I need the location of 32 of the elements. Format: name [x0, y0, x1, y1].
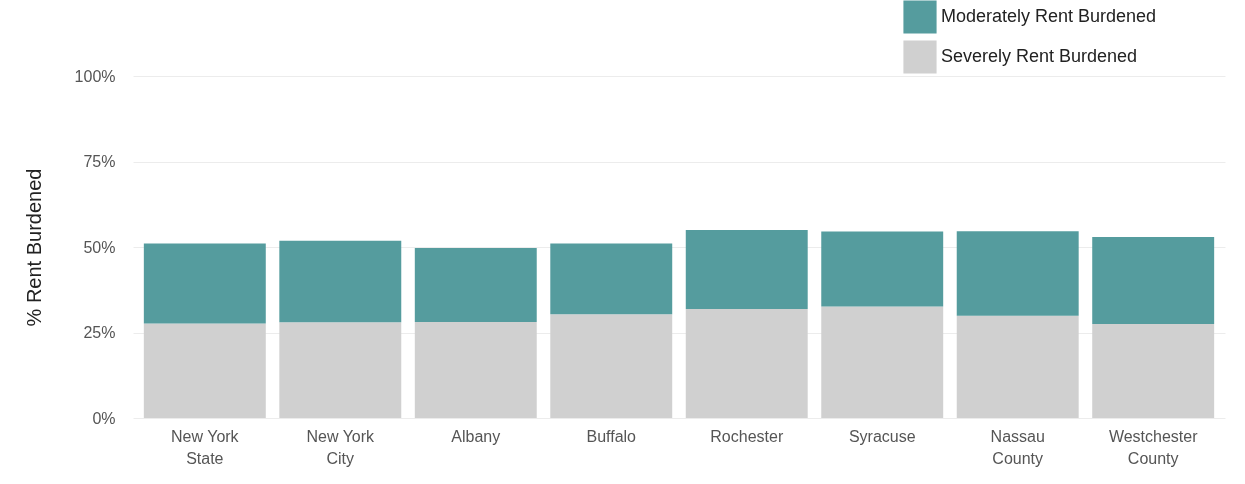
y-tick-label: 100%	[74, 67, 116, 85]
bar	[956, 231, 1079, 316]
x-tick-label: New York City	[306, 427, 376, 467]
x-tick-label: New York State	[171, 427, 240, 467]
x-tick-label: Westchester County	[1108, 427, 1199, 467]
bar	[1092, 323, 1215, 418]
y-tick-label: 75%	[83, 153, 116, 170]
x-tick-label: Buffalo	[586, 427, 637, 445]
bar	[414, 321, 537, 418]
y-axis-title: % Rent Burdened	[22, 168, 45, 327]
y-tick-label: 50%	[83, 238, 116, 256]
bar	[685, 308, 808, 418]
bar	[685, 229, 808, 309]
bar	[550, 314, 673, 418]
y-tick-label: 25%	[83, 324, 116, 341]
x-tick-label: Syracuse	[848, 427, 916, 445]
bar	[1092, 237, 1215, 324]
bar	[821, 231, 944, 307]
bar	[550, 243, 673, 315]
bar	[414, 248, 537, 322]
legend-label: Severely Rent Burdened	[941, 46, 1138, 66]
x-tick-label: Nassau County	[990, 427, 1045, 467]
bar	[956, 315, 1079, 418]
bar	[143, 323, 266, 418]
y-tick-label: 0%	[92, 409, 116, 427]
bar	[821, 306, 944, 418]
bar	[143, 243, 266, 324]
x-tick-label: Rochester	[710, 427, 784, 445]
bar	[279, 240, 402, 323]
legend-label: Moderately Rent Burdened	[941, 6, 1157, 26]
x-tick-label: Albany	[451, 427, 501, 445]
bar	[279, 322, 402, 418]
